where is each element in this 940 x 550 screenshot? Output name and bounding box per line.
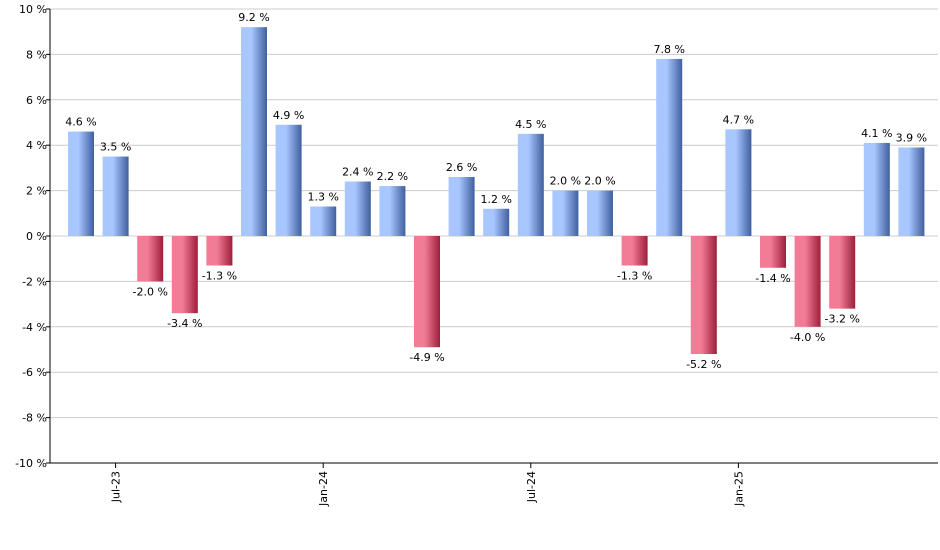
bar-positive — [344, 181, 371, 236]
bar-positive — [379, 186, 406, 236]
bar-positive — [241, 27, 267, 236]
bar-value-label: 1.2 % — [480, 193, 511, 206]
bar-value-label: 2.4 % — [342, 166, 373, 179]
bar-positive — [517, 133, 544, 236]
bar-value-label: 3.5 % — [100, 141, 131, 154]
bar-positive — [483, 208, 510, 236]
bar-value-label: -4.0 % — [790, 331, 825, 344]
bar-positive — [898, 147, 925, 236]
bar-negative — [414, 236, 440, 348]
bar-positive — [863, 142, 890, 236]
bar-value-label: -1.3 % — [202, 270, 237, 283]
bar-value-label: 3.9 % — [896, 131, 927, 144]
bar-value-label: -4.9 % — [409, 351, 444, 364]
y-tick-label: -10 % — [15, 457, 47, 470]
bar-value-label: 7.8 % — [653, 43, 684, 56]
bar-value-label: -3.2 % — [824, 313, 859, 326]
bar-positive — [725, 129, 752, 236]
bar-negative — [206, 236, 233, 266]
bar-value-label: 4.7 % — [723, 113, 754, 126]
bar-value-label: 9.2 % — [238, 11, 269, 24]
bar-value-label: 2.6 % — [446, 161, 477, 174]
y-tick-label: 6 % — [26, 94, 47, 107]
bar-negative — [829, 236, 856, 309]
y-tick-label: 4 % — [26, 139, 47, 152]
y-tick-label: 0 % — [26, 230, 47, 243]
bar-negative — [621, 236, 648, 266]
bar-value-label: 1.3 % — [307, 190, 338, 203]
y-tick-label: -2 % — [22, 275, 47, 288]
y-tick-label: 8 % — [26, 48, 47, 61]
bar-positive — [68, 131, 94, 236]
y-tick-label: -8 % — [22, 412, 47, 425]
bar-value-label: 2.2 % — [377, 170, 408, 183]
bar-value-label: 4.1 % — [861, 127, 892, 140]
bar-positive — [275, 124, 302, 236]
bar-value-label: -1.4 % — [755, 272, 790, 285]
bar-value-label: 4.6 % — [65, 116, 96, 129]
bars — [68, 27, 925, 355]
bar-positive — [448, 176, 475, 236]
bar-value-label: -3.4 % — [167, 317, 202, 330]
y-tick-label: 2 % — [26, 185, 47, 198]
bar-positive — [102, 156, 129, 236]
bar-positive — [310, 206, 337, 236]
y-tick-label: 10 % — [19, 3, 47, 16]
data-labels: 4.6 % 3.5 % -2.0 % -3.4 % -1.3 % 9.2 % 4.9 % 1.… — [65, 11, 927, 371]
bar-value-label: -2.0 % — [132, 285, 167, 298]
bar-negative — [690, 236, 717, 355]
x-tick-label: Jan-25 — [732, 471, 745, 507]
bar-positive — [656, 58, 683, 236]
bar-negative — [171, 236, 198, 314]
x-tick-label: Jul-23 — [110, 471, 123, 503]
axes: 10 % 8 % 6 % 4 % 2 % 0 % -2 % -4 % -6 % -8 % -10 %… — [15, 3, 938, 507]
bar-negative — [137, 236, 164, 282]
bar-value-label: 2.0 % — [584, 175, 615, 188]
y-tick-label: -4 % — [22, 321, 47, 334]
bar-negative — [760, 236, 786, 268]
bar-value-label: 4.5 % — [515, 118, 546, 131]
bar-positive — [552, 190, 579, 236]
bar-value-label: -5.2 % — [686, 358, 721, 371]
x-tick-label: Jul-24 — [525, 471, 538, 503]
bar-positive — [587, 190, 613, 236]
y-tick-label: -6 % — [22, 366, 47, 379]
bar-negative — [794, 236, 821, 327]
bar-value-label: 2.0 % — [550, 175, 581, 188]
bar-value-label: 4.9 % — [273, 109, 304, 122]
x-tick-label: Jan-24 — [317, 471, 330, 507]
bar-value-label: -1.3 % — [617, 270, 652, 283]
